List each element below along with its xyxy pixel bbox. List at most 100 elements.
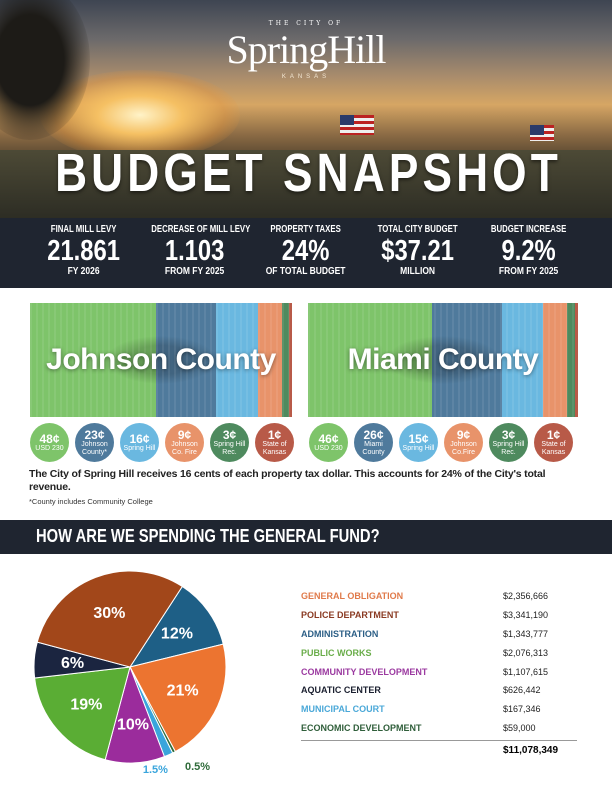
dollar-bill-miami: Miami County [308, 303, 578, 417]
share-cents: 1¢ [267, 427, 282, 442]
stat: PROPERTY TAXES 24% OF TOTAL BUDGET [250, 218, 361, 288]
legend-row: POLICE DEPARTMENT $3,341,190 [301, 606, 577, 625]
share-circle: 48¢ USD 230 [30, 423, 69, 462]
pie-label: 1.5% [143, 764, 168, 776]
section-title: HOW ARE WE SPENDING THE GENERAL FUND? [36, 526, 380, 546]
share-circle: 15¢ Spring Hill [399, 423, 438, 462]
bill-pattern [30, 303, 292, 417]
share-circle: 23¢ Johnson County* [75, 423, 114, 462]
stat-value: $37.21 [380, 235, 454, 267]
legend-row: GENERAL OBLIGATION $2,356,666 [301, 587, 577, 606]
legend-amount: $1,343,777 [503, 628, 549, 639]
share-label: Spring Hill Rec. [492, 440, 525, 456]
bill-segment [30, 303, 156, 417]
stat-value: 21.861 [47, 235, 120, 267]
logo-top: THE CITY OF [268, 20, 344, 27]
stat-value: 1.103 [165, 235, 225, 267]
stats-bar: FINAL MILL LEVY 21.861 FY 2026 DECREASE OF… [0, 218, 612, 288]
page-title: BUDGET SNAPSHOT [55, 143, 562, 203]
legend-label: ECONOMIC DEVELOPMENT [301, 722, 422, 733]
share-label: State of Kansas [541, 440, 566, 456]
share-circle: 16¢ Spring Hill [120, 423, 159, 462]
share-circles-miami: 46¢ USD 230 26¢ Miami County 15¢ Spring Hill 9… [309, 423, 573, 462]
section-header: HOW ARE WE SPENDING THE GENERAL FUND? [0, 520, 612, 554]
stat-label: TOTAL CITY BUDGET [377, 224, 458, 235]
share-label: Spring Hill [402, 444, 435, 452]
bill-segment [308, 303, 433, 417]
share-cents: 48¢ [39, 431, 60, 446]
share-label: USD 230 [35, 444, 64, 452]
county-name: Johnson County [46, 343, 276, 376]
county-name: Miami County [347, 343, 539, 376]
pie-label: 10% [117, 717, 149, 734]
footnote: *County includes Community College [29, 497, 153, 506]
stat-label: DECREASE OF MILL LEVY [151, 224, 251, 235]
flag-icon [340, 115, 374, 135]
share-circle: 1¢ State of Kansas [534, 423, 573, 462]
stat-label: PROPERTY TAXES [270, 224, 342, 235]
bill-segment [567, 303, 576, 417]
share-cents: 3¢ [501, 427, 516, 442]
bill-segment [289, 303, 292, 417]
stat-label: FINAL MILL LEVY [50, 224, 117, 235]
share-label: USD 230 [314, 444, 343, 452]
stat-value: 9.2% [501, 235, 556, 267]
legend-row: COMMUNITY DEVELOPMENT $1,107,615 [301, 662, 577, 681]
bill-segment [257, 303, 282, 417]
share-circle: 9¢ Johnson Co. Fire [165, 423, 204, 462]
share-label: Spring Hill [123, 444, 156, 452]
share-cents: 23¢ [84, 427, 105, 442]
share-circle: 3¢ Spring Hill Rec. [210, 423, 249, 462]
share-cents: 3¢ [222, 427, 237, 442]
share-label: Spring Hill Rec. [213, 440, 246, 456]
share-cents: 46¢ [318, 431, 339, 446]
bill-segment [155, 303, 217, 417]
legend-label: COMMUNITY DEVELOPMENT [301, 666, 428, 677]
share-label: Johnson County* [81, 440, 108, 456]
stat-sub: FROM FY 2025 [498, 266, 559, 277]
share-circle: 1¢ State of Kansas [255, 423, 294, 462]
share-label: Miami County [362, 440, 385, 456]
legend-row: AQUATIC CENTER $626,442 [301, 681, 577, 700]
legend-amount: $59,000 [503, 722, 536, 733]
share-circle: 9¢ Johnson Co.Fire [444, 423, 483, 462]
share-circle: 46¢ USD 230 [309, 423, 348, 462]
legend-amount: $3,341,190 [503, 610, 549, 621]
bill-segment [281, 303, 290, 417]
share-label: Johnson Co.Fire [450, 440, 477, 456]
dollar-bill-johnson: Johnson County [30, 303, 292, 417]
share-circle: 26¢ Miami County [354, 423, 393, 462]
stat: TOTAL CITY BUDGET $37.21 MILLION [362, 218, 473, 288]
pie-label: 0.5% [185, 761, 210, 773]
bill-segment [502, 303, 543, 417]
logo-state: KANSAS [281, 74, 331, 80]
legend-label: ADMINISTRATION [301, 628, 379, 639]
legend-amount: $626,442 [503, 685, 541, 696]
legend-label: GENERAL OBLIGATION [301, 591, 404, 602]
legend-row: ADMINISTRATION $1,343,777 [301, 625, 577, 644]
bill-pattern [308, 303, 578, 417]
bill-segment [216, 303, 258, 417]
ground [0, 150, 612, 218]
share-label: Johnson Co. Fire [171, 440, 198, 456]
logo: SpringHill [226, 27, 387, 72]
legend-row: PUBLIC WORKS $2,076,313 [301, 643, 577, 662]
stat: DECREASE OF MILL LEVY 1.103 FROM FY 2025 [139, 218, 250, 288]
legend-label: AQUATIC CENTER [301, 685, 381, 696]
legend-label: POLICE DEPARTMENT [301, 610, 399, 621]
share-cents: 9¢ [456, 427, 471, 442]
legend-row: MUNICIPAL COURT $167,346 [301, 700, 577, 719]
pie-label: 21% [167, 682, 199, 699]
flag-icon [530, 125, 554, 141]
stat-sub: MILLION [399, 266, 435, 277]
share-cents: 26¢ [363, 427, 384, 442]
share-circles-johnson: 48¢ USD 230 23¢ Johnson County* 16¢ Spring Hi… [30, 423, 294, 462]
share-cents: 16¢ [129, 431, 150, 446]
bill-segment [542, 303, 568, 417]
pie-slice [36, 570, 183, 668]
property-tax-note: The City of Spring Hill receives 16 cent… [29, 468, 546, 493]
pie-slice [128, 585, 224, 668]
legend-label: PUBLIC WORKS [301, 647, 372, 658]
general-fund-pie-chart: 12% 21% 0.5% 1.5% 10% 19% 6% 30% [33, 570, 227, 776]
share-cents: 15¢ [408, 431, 429, 446]
